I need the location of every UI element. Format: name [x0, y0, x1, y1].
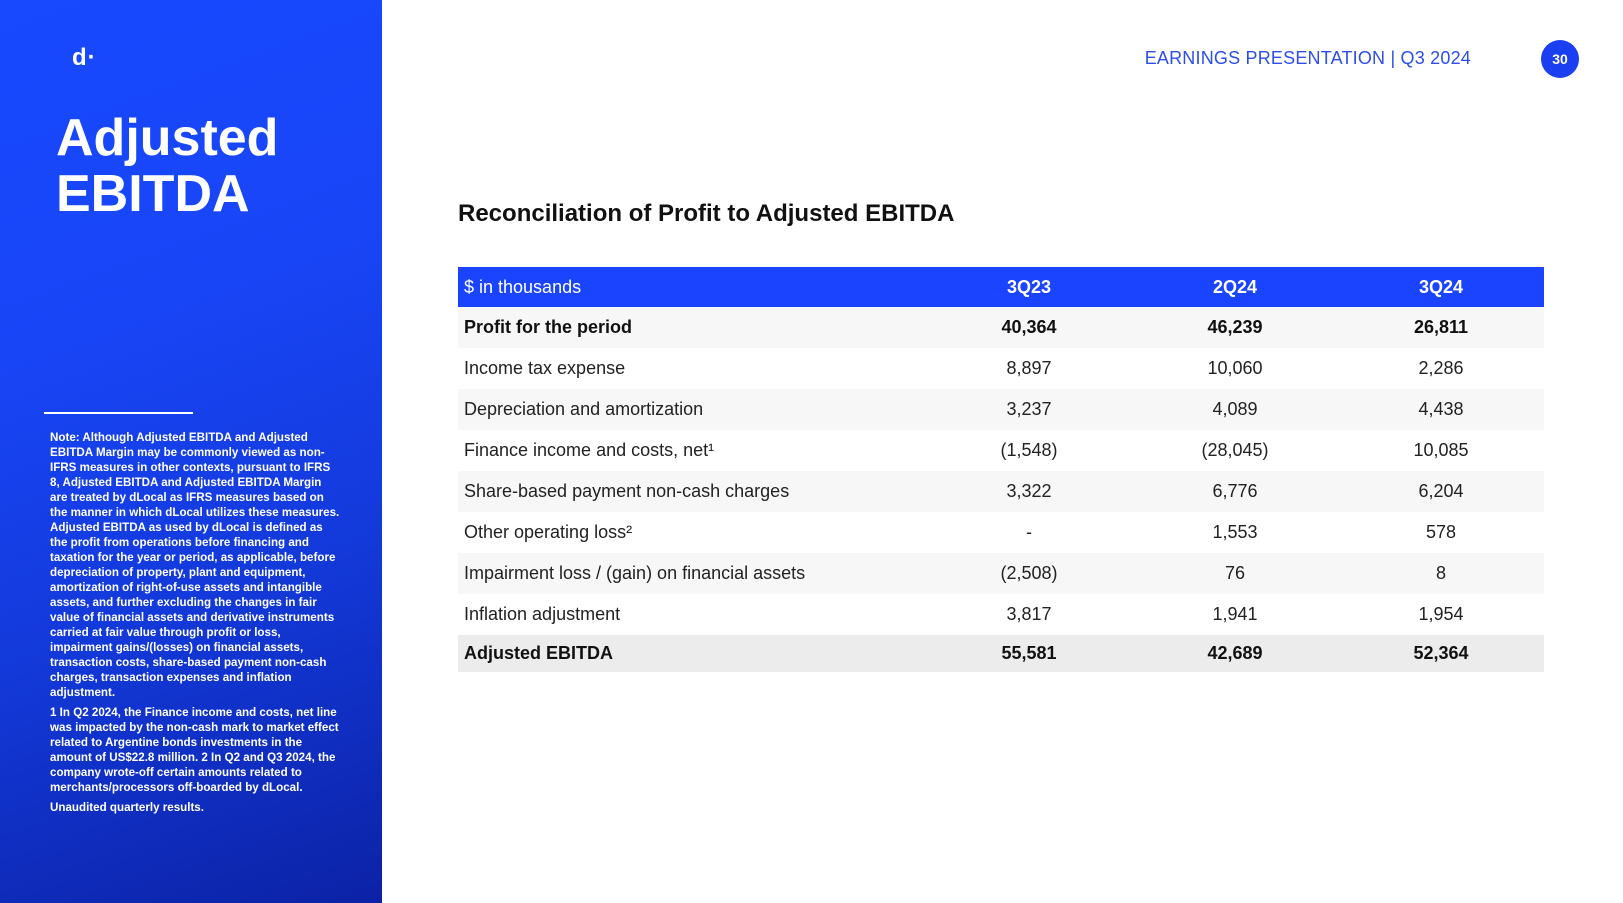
table-title: Reconciliation of Profit to Adjusted EBI…: [458, 200, 955, 227]
presentation-label: EARNINGS PRESENTATION | Q3 2024: [1144, 48, 1471, 68]
row-value-3q24: 8: [1338, 553, 1544, 594]
row-value-3q24: 6,204: [1338, 471, 1544, 512]
section-title: Adjusted EBITDA: [56, 110, 356, 222]
row-value-2q24: 6,776: [1132, 471, 1338, 512]
table-row: Profit for the period 40,364 46,239 26,8…: [458, 307, 1544, 348]
row-value-3q23: 40,364: [926, 307, 1132, 348]
header-units: $ in thousands: [458, 267, 926, 307]
row-value-3q24: 52,364: [1338, 635, 1544, 672]
row-label: Adjusted EBITDA: [458, 635, 926, 672]
row-value-2q24: 4,089: [1132, 389, 1338, 430]
footnote-non-ifrs: Note: Although Adjusted EBITDA and Adjus…: [50, 431, 340, 699]
table-row: Impairment loss / (gain) on financial as…: [458, 553, 1544, 594]
sidebar-panel: d· Adjusted EBITDA Note: Although Adjust…: [0, 0, 382, 903]
row-value-3q24: 10,085: [1413, 440, 1469, 460]
table-row: Inflation adjustment 3,817 1,941 1,954: [458, 594, 1544, 635]
notes-divider: [44, 412, 193, 414]
header-2q24: 2Q24: [1132, 267, 1338, 307]
table-row: Other operating loss² - 1,553 578: [458, 512, 1544, 553]
row-value-3q23: 3,237: [926, 389, 1132, 430]
row-value-3q23: (1,548): [1000, 440, 1058, 460]
row-value-3q23: 3,322: [926, 471, 1132, 512]
row-value-3q23: 3,817: [1006, 604, 1052, 624]
section-title-line-2: EBITDA: [56, 165, 250, 223]
table-row: Finance income and costs, net¹ (1,548) (…: [458, 430, 1544, 471]
row-value-2q24: 1,553: [1212, 522, 1258, 542]
table-header-row: $ in thousands 3Q23 2Q24 3Q24: [458, 267, 1544, 307]
table-row: Income tax expense 8,897 10,060 2,286: [458, 348, 1544, 389]
table-total-row: Adjusted EBITDA 55,581 42,689 52,364: [458, 635, 1544, 672]
row-label: Impairment loss / (gain) on financial as…: [458, 553, 926, 594]
table-row: Depreciation and amortization 3,237 4,08…: [458, 389, 1544, 430]
row-value-2q24: 46,239: [1132, 307, 1338, 348]
row-label: Depreciation and amortization: [458, 389, 926, 430]
page-number-badge: 30: [1541, 40, 1579, 78]
row-value-2q24: 42,689: [1132, 635, 1338, 672]
row-label: Profit for the period: [458, 307, 926, 348]
header-3q23: 3Q23: [926, 267, 1132, 307]
row-label: Share-based payment non-cash charges: [458, 471, 926, 512]
row-value-3q24: 1,954: [1418, 604, 1464, 624]
row-value-2q24: 1,941: [1212, 604, 1258, 624]
row-value-3q23: 55,581: [926, 635, 1132, 672]
row-label: Income tax expense: [464, 358, 626, 378]
row-label: Finance income and costs, net¹: [464, 440, 715, 460]
footnote-unaudited: Unaudited quarterly results.: [50, 801, 204, 814]
row-value-3q24: 578: [1425, 522, 1457, 542]
table-row: Share-based payment non-cash charges 3,3…: [458, 471, 1544, 512]
row-value-3q23: -: [1026, 522, 1032, 542]
row-value-3q24: 4,438: [1338, 389, 1544, 430]
row-value-2q24: 76: [1132, 553, 1338, 594]
footnotes: Note: Although Adjusted EBITDA and Adjus…: [50, 430, 340, 820]
header-3q24: 3Q24: [1338, 267, 1544, 307]
reconciliation-table: $ in thousands 3Q23 2Q24 3Q24 Profit for…: [458, 267, 1544, 672]
footnote-numbered: 1 In Q2 2024, the Finance income and cos…: [50, 706, 339, 794]
row-value-2q24: 10,060: [1207, 358, 1263, 378]
row-value-3q23: (2,508): [926, 553, 1132, 594]
row-value-3q24: 26,811: [1338, 307, 1544, 348]
row-label: Inflation adjustment: [464, 604, 621, 624]
row-value-2q24: (28,045): [1201, 440, 1269, 460]
dlocal-logo: d·: [72, 44, 97, 71]
row-value-3q23: 8,897: [1006, 358, 1052, 378]
row-label: Other operating loss²: [464, 522, 633, 542]
row-value-3q24: 2,286: [1418, 358, 1464, 378]
section-title-line-1: Adjusted: [56, 109, 279, 167]
